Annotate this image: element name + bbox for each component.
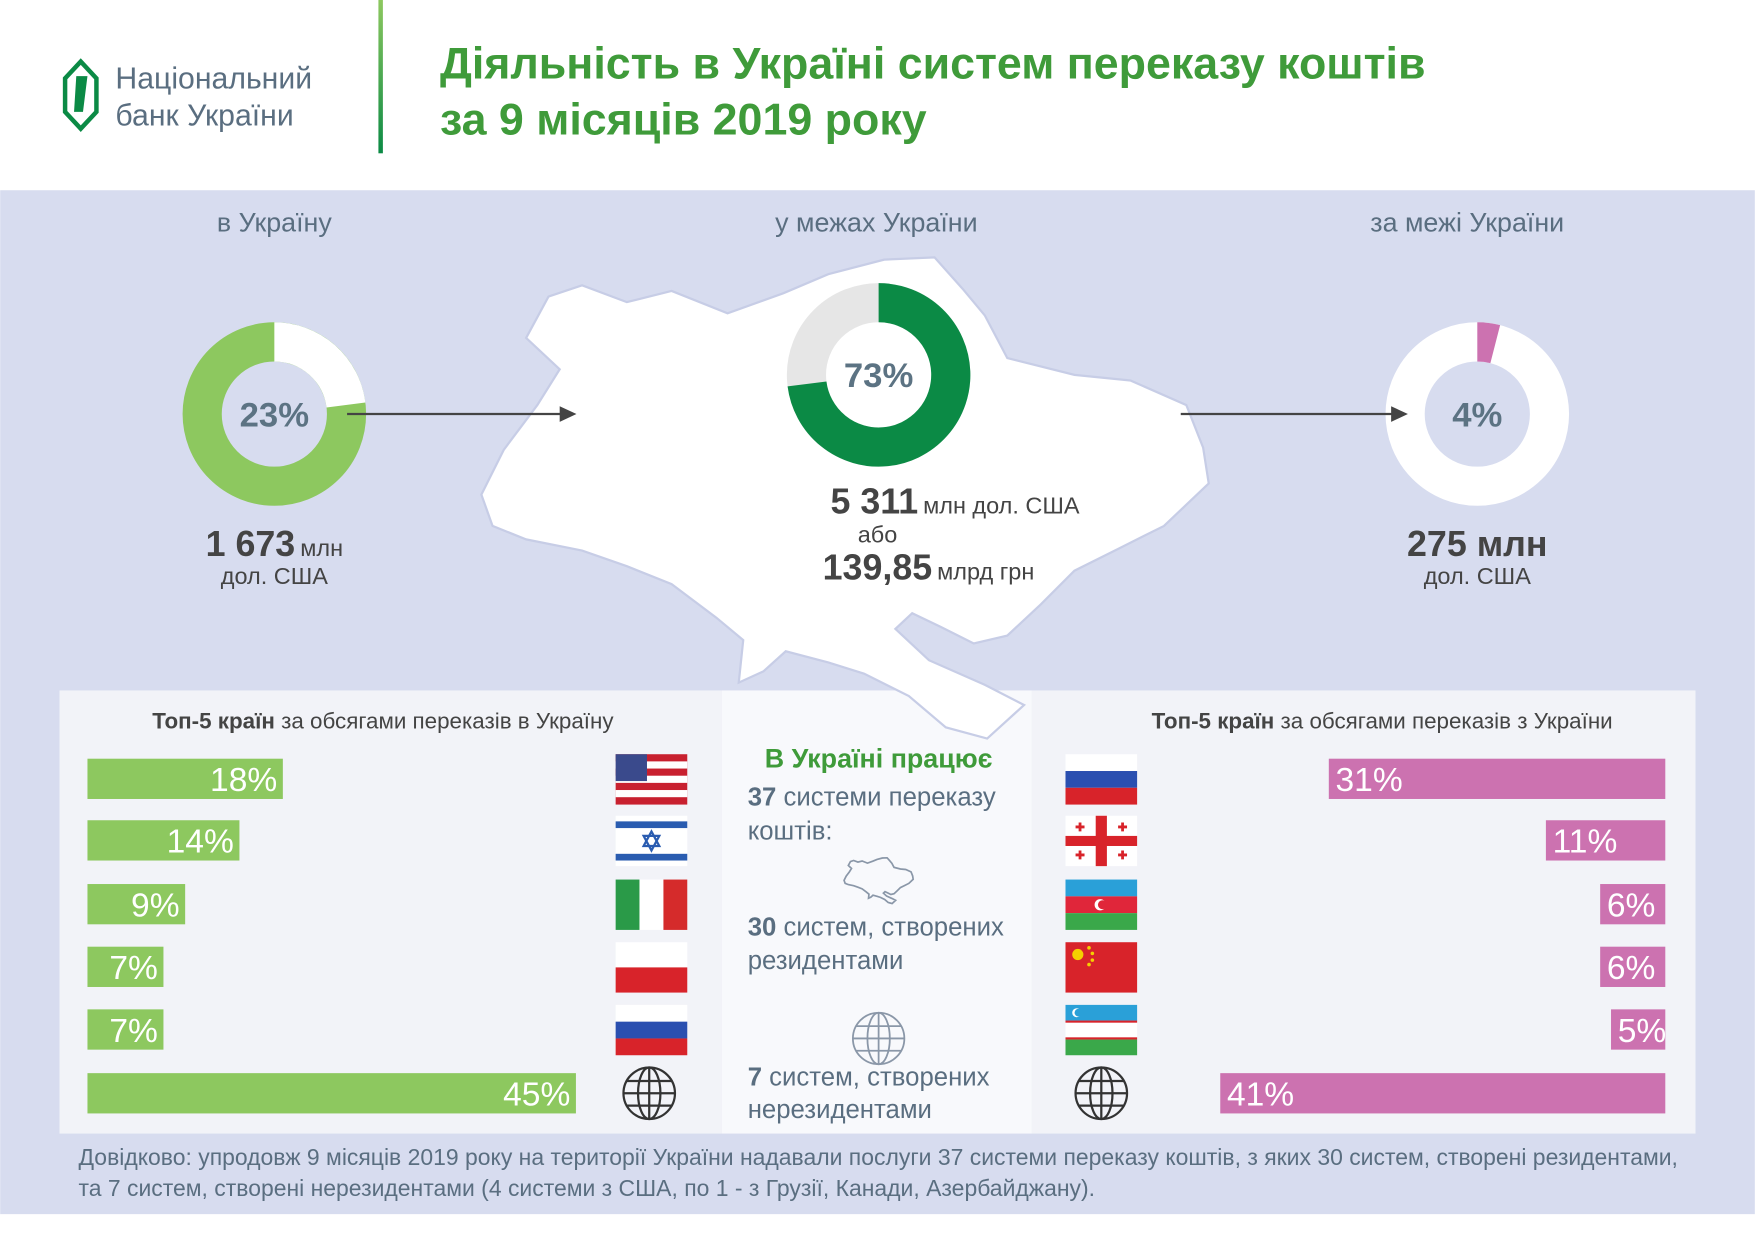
flag-russia <box>615 1004 688 1056</box>
panel-title-bold: Топ-5 країн <box>152 708 275 733</box>
flag-georgia <box>1065 815 1138 867</box>
systems-count: 37 <box>747 782 777 812</box>
bar <box>1220 1073 1666 1114</box>
systems-text: системи переказу коштів: <box>747 782 996 845</box>
bar-label: 14% <box>167 824 234 861</box>
bar-label: 5% <box>1618 1013 1667 1050</box>
share-label: 23% <box>240 396 309 434</box>
flag-russia <box>1065 754 1138 805</box>
panel-title: Топ-5 країн за обсягами переказів з Укра… <box>1152 708 1613 733</box>
arrow <box>347 406 577 422</box>
flag-italy <box>615 879 688 930</box>
flag-uzbekistan <box>1065 1004 1138 1056</box>
donut-arc <box>787 283 971 467</box>
bar <box>87 884 186 925</box>
flag-china <box>1065 942 1138 993</box>
donuts <box>182 283 1570 506</box>
note-text: Довідково: упродовж 9 місяців 2019 року … <box>78 1144 1678 1202</box>
globe-icon <box>622 1066 677 1121</box>
systems-item: 7 систем, створених нерезидентами <box>747 1061 990 1124</box>
panel-title-rest: за обсягами переказів з України <box>1281 708 1613 733</box>
or: або <box>858 522 898 548</box>
donut-arc <box>1476 322 1501 364</box>
amount: 1 673 млн <box>206 524 343 564</box>
bar <box>1600 884 1666 925</box>
flag-poland <box>615 942 688 993</box>
bar <box>87 820 240 861</box>
amount: 5 311 млн дол. США <box>831 482 1080 522</box>
amount-value: 1 673 <box>206 524 296 564</box>
share-label: 4% <box>1452 396 1502 434</box>
systems-item: 37 системи переказу коштів: <box>747 782 996 845</box>
bar <box>87 758 283 799</box>
systems-text: систем, створених нерезидентами <box>747 1061 990 1124</box>
panel-title-bold: Топ-5 країн <box>1152 708 1275 733</box>
flow-label: в Україну <box>217 208 332 238</box>
systems-count: 30 <box>747 912 777 942</box>
systems-title: В Україні працює <box>765 744 993 774</box>
amount: 139,85 млрд грн <box>823 548 1035 588</box>
arrow <box>1180 406 1408 422</box>
flow-label: за межі України <box>1370 208 1564 238</box>
amount-unit: млн дол. США <box>923 493 1080 519</box>
donut-arc <box>273 322 366 409</box>
bar <box>1545 820 1666 861</box>
bar-label: 6% <box>1607 887 1656 924</box>
divider <box>378 0 383 154</box>
bar-label: 18% <box>210 762 277 799</box>
bar-label: 7% <box>109 950 158 987</box>
amount-note: дол. США <box>221 563 328 589</box>
bar <box>87 1073 576 1114</box>
bar-label: 11% <box>1553 824 1618 861</box>
note: Довідково: упродовж 9 місяців 2019 року … <box>78 1144 1678 1202</box>
amount-value: 139,85 <box>823 548 932 588</box>
globe-icon <box>851 1011 906 1066</box>
systems-item: 30 систем, створених резидентами <box>747 912 1004 975</box>
header-bg <box>0 0 1755 191</box>
bar <box>87 946 164 987</box>
bars: 18% 14% 9% 7% 7% 45% 31% 11% 6% 6% 5% 41% <box>87 758 1667 1114</box>
panel <box>721 690 1032 1134</box>
bar-label: 31% <box>1336 762 1403 799</box>
flow-label: у межах України <box>775 208 977 238</box>
amount-value: 5 311 <box>831 482 919 522</box>
bar-label: 9% <box>131 887 180 924</box>
amount-value: 275 млн <box>1407 524 1548 564</box>
logo-text: Національний <box>115 62 312 95</box>
globe-icon <box>1074 1066 1129 1121</box>
bar-label: 45% <box>503 1077 570 1114</box>
amount-unit: млн <box>300 535 343 561</box>
title: Діяльність в Україні систем переказу кош… <box>440 38 1426 88</box>
amount-note: дол. США <box>1424 563 1531 589</box>
systems-count: 7 <box>747 1061 763 1092</box>
panel-title-rest: за обсягами переказів в Україну <box>281 708 614 733</box>
title: за 9 місяців 2019 року <box>440 94 927 144</box>
share-label: 73% <box>844 357 913 395</box>
bar <box>1328 758 1666 799</box>
flag-israel <box>615 815 688 867</box>
flag-usa <box>615 754 688 805</box>
bar <box>1600 946 1666 987</box>
logo-icon <box>62 58 99 132</box>
amount-unit: млрд грн <box>937 559 1034 585</box>
flag-azerbaijan <box>1065 879 1138 930</box>
bar-label: 41% <box>1227 1077 1294 1114</box>
panel-title: Топ-5 країн за обсягами переказів в Укра… <box>152 708 614 733</box>
bar <box>1611 1009 1666 1050</box>
systems-text: систем, створених резидентами <box>747 912 1004 975</box>
bar <box>87 1009 164 1050</box>
logo-text: банк України <box>115 99 293 132</box>
bar-label: 6% <box>1607 950 1656 987</box>
bar-label: 7% <box>109 1013 158 1050</box>
